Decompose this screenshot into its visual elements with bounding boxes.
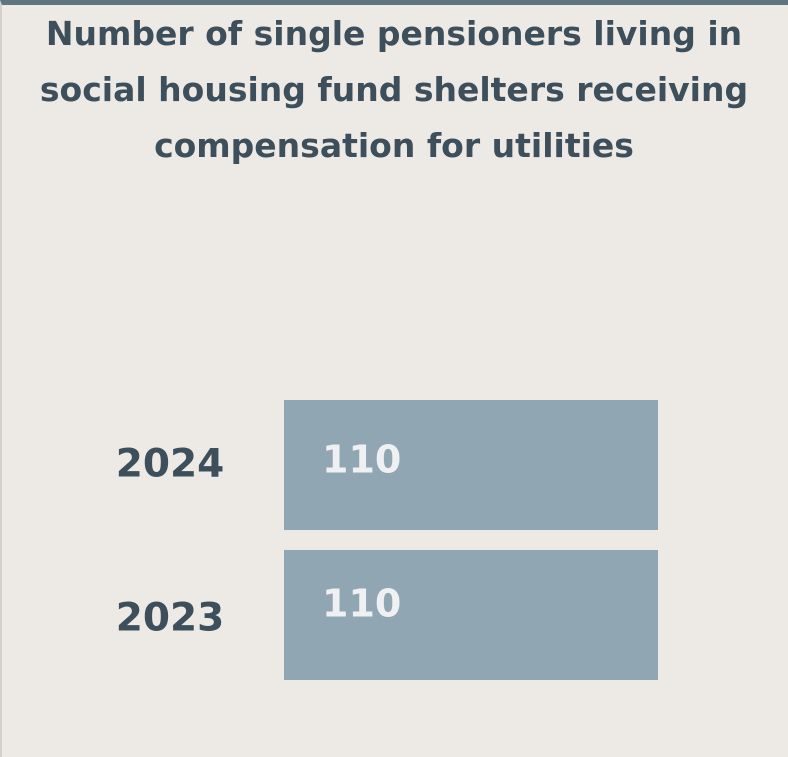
bar bbox=[284, 550, 658, 680]
chart-title: Number of single pensioners living in so… bbox=[39, 14, 749, 165]
bar bbox=[284, 400, 658, 530]
y-tick-label: 2023 bbox=[116, 596, 225, 641]
y-tick-label: 2024 bbox=[116, 442, 225, 487]
value-label: 110 bbox=[322, 582, 401, 626]
value-label: 110 bbox=[322, 438, 401, 482]
